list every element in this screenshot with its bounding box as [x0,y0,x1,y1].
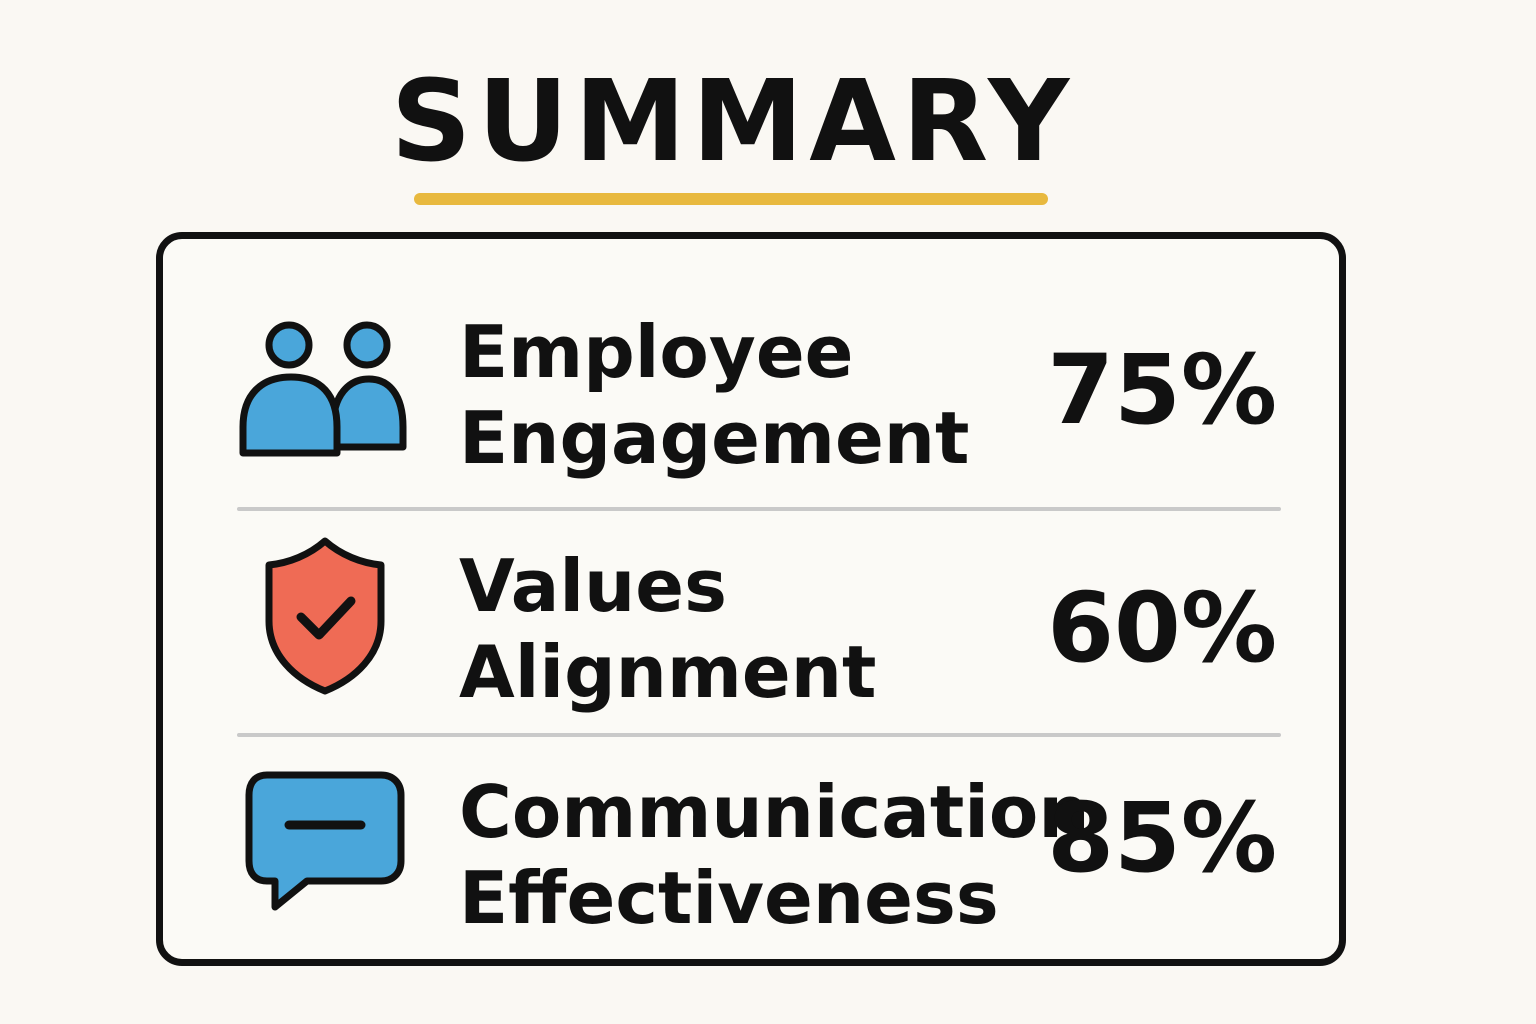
shield-check-icon [265,537,385,695]
metric-label-line1: Employee [459,310,854,394]
divider [237,507,1281,511]
title-underline [414,193,1048,205]
metric-label-line1: Values [459,544,727,628]
people-icon [239,321,407,457]
chat-bubble-icon [245,771,405,911]
metric-label-line2: Alignment [459,630,877,714]
metric-label: Employee Engagement [459,309,969,481]
metric-value: 85% [1047,782,1277,894]
metric-row-employee-engagement: Employee Engagement 75% [163,293,1339,493]
metric-label-line2: Effectiveness [459,856,999,940]
metric-label: Values Alignment [459,543,876,715]
metric-value: 75% [1047,334,1277,446]
metric-label-line2: Engagement [459,396,970,480]
summary-card: Employee Engagement 75% Values Alignment… [156,232,1346,966]
metric-row-values-alignment: Values Alignment 60% [163,529,1339,729]
divider [237,733,1281,737]
page-title: SUMMARY [390,57,1076,187]
metric-value: 60% [1047,572,1277,684]
metric-row-communication-effectiveness: Communication Effectiveness 85% [163,755,1339,955]
metric-label-line1: Communication [459,770,1090,854]
metric-label: Communication Effectiveness [459,769,1090,941]
